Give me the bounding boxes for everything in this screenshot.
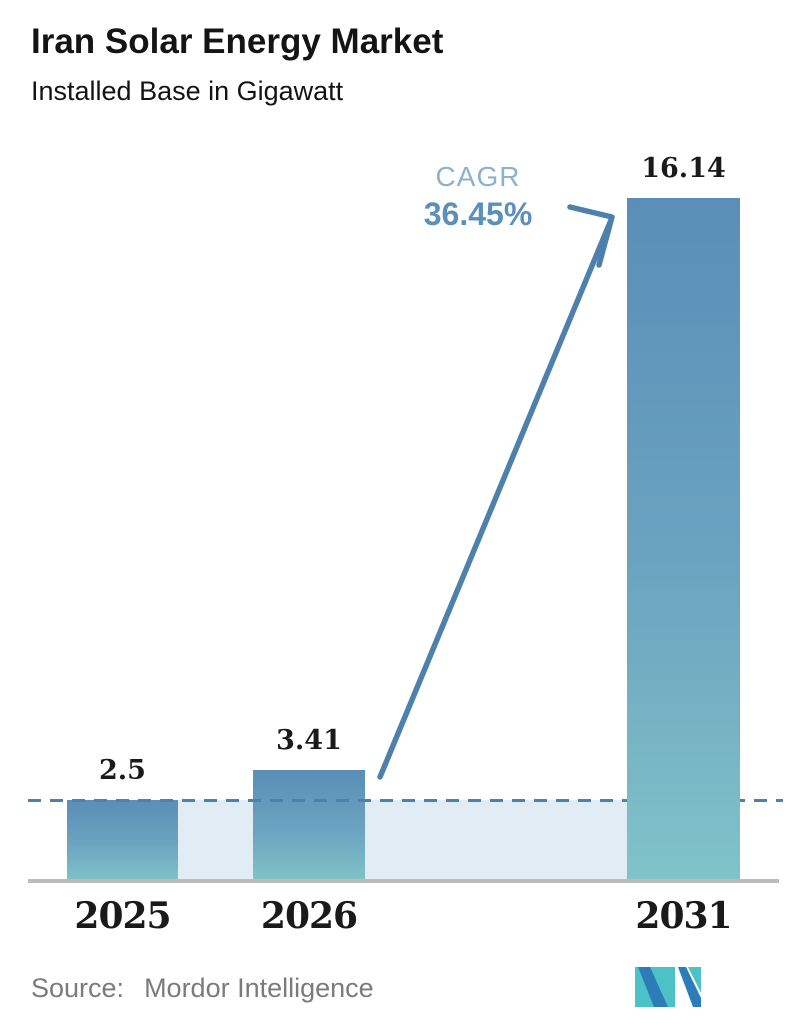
page-title: Iran Solar Energy Market [31,22,444,61]
bar-2031 [627,198,740,881]
bar-2026 [253,770,365,881]
source-row: Source: Mordor Intelligence [31,966,374,1010]
source-value: Mordor Intelligence [144,972,374,1003]
mordor-intelligence-logo [635,967,701,1007]
cagr-value: 36.45% [423,196,533,232]
bar-value-label: 3.41 [276,725,342,756]
bar-group-2025: 2.5 2025 [67,755,178,937]
cagr-label: CAGR [435,161,521,192]
bar-2025 [67,800,178,881]
bar-group-2031: 16.14 2031 [627,153,740,937]
x-axis-label-2031: 2031 [635,895,732,937]
x-axis-line [28,879,779,883]
reference-dashed-line [28,799,783,802]
x-axis-label-2025: 2025 [74,895,171,937]
x-axis-label-2026: 2026 [260,895,358,937]
bar-value-label: 2.5 [99,755,146,786]
source-label: Source: [31,972,125,1003]
bar-group-2026: 3.41 2026 [253,725,365,937]
bar-value-label: 16.14 [641,153,726,184]
page-subtitle: Installed Base in Gigawatt [31,76,344,106]
cagr-annotation: CAGR 36.45% [388,161,568,233]
